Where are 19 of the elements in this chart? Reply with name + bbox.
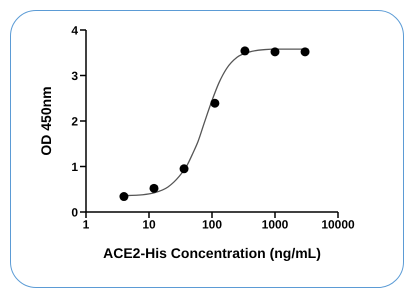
point [210, 98, 220, 108]
x-tick-label: 100 [202, 218, 222, 232]
y-tick-label: 0 [71, 205, 78, 220]
x-axis-title: ACE2-His Concentration (ng/mL) [103, 245, 321, 261]
y-tick-label: 2 [71, 114, 78, 128]
y-tick-label: 3 [71, 68, 78, 83]
x-tick-label: 1 [82, 218, 90, 232]
point [149, 184, 158, 193]
y-axis-title: OD 450nm [38, 86, 54, 156]
point [180, 164, 189, 174]
y-tick-label: 1 [71, 160, 78, 174]
point [240, 46, 250, 56]
point [270, 47, 280, 56]
y-tick-label: 4 [71, 23, 78, 38]
point [119, 192, 128, 202]
x-tick-label: 10000 [321, 218, 356, 232]
point [300, 47, 310, 56]
x-tick-label: 10 [142, 218, 156, 232]
x-tick-label: 1000 [262, 218, 289, 232]
